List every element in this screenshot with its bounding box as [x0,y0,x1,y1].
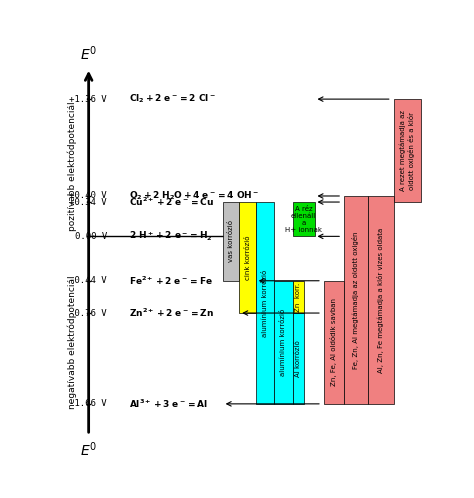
Text: +0.34 V: +0.34 V [69,198,107,207]
Text: +1.36 V: +1.36 V [69,95,107,104]
Text: vas korrózió: vas korrózió [228,221,234,262]
Text: +0.40 V: +0.40 V [69,192,107,201]
Text: 0.00 V: 0.00 V [75,232,107,241]
Bar [368,196,393,404]
Bar [393,99,421,202]
Bar [239,202,256,313]
Bar [292,202,315,237]
Text: $\bf{Cl_2 + 2\ e^- = 2\ Cl^-}$: $\bf{Cl_2 + 2\ e^- = 2\ Cl^-}$ [129,93,216,106]
Text: Al, Zn, Fe megtámadja a klór vizes oldata: Al, Zn, Fe megtámadja a klór vizes oldat… [377,227,384,373]
Text: Al korrózió: Al korrózió [295,340,301,377]
Text: -1.66 V: -1.66 V [69,399,107,408]
Text: alumínium korrózió: alumínium korrózió [280,309,286,376]
Text: -0.44 V: -0.44 V [69,276,107,285]
Text: A rezet megtámadja az
oldott oxigén és a klór: A rezet megtámadja az oldott oxigén és a… [400,110,415,191]
Text: Zn  korr.: Zn korr. [295,282,301,312]
Text: $\bf{2\ H^+ + 2\ e^- = H_2}$: $\bf{2\ H^+ + 2\ e^- = H_2}$ [129,230,213,243]
Text: A réz
ellenáll
a
H+ ionnak: A réz ellenáll a H+ ionnak [285,206,322,233]
Text: alumínium korrózió: alumínium korrózió [262,269,268,337]
Text: $\bf{Zn^{2+} + 2\ e^- = Zn}$: $\bf{Zn^{2+} + 2\ e^- = Zn}$ [129,307,214,319]
Text: cink korrózió: cink korrózió [245,235,251,280]
Bar [274,281,292,404]
Bar [292,281,303,313]
Text: $\bf{O_2 + 2\ H_2O + 4\ e^- = 4\ OH^-}$: $\bf{O_2 + 2\ H_2O + 4\ e^- = 4\ OH^-}$ [129,190,259,202]
Text: pozitívabb elektródpotenciál: pozitívabb elektródpotenciál [67,101,77,231]
Text: Zn, Fe, Al oldódik savban: Zn, Fe, Al oldódik savban [330,298,337,386]
Text: $\bf{Fe^{2+} + 2\ e^- = Fe}$: $\bf{Fe^{2+} + 2\ e^- = Fe}$ [129,274,213,287]
Bar [292,313,303,404]
Text: negatívabb elektródpotenciál: negatívabb elektródpotenciál [67,275,77,409]
Text: -0.76 V: -0.76 V [69,309,107,318]
Text: $\bf{Al^{3+} + 3\ e^- = Al}$: $\bf{Al^{3+} + 3\ e^- = Al}$ [129,398,209,410]
Bar [223,202,239,281]
Text: $E^0$: $E^0$ [80,44,97,63]
Text: $\bf{Cu^{2+} + 2\ e^- = Cu}$: $\bf{Cu^{2+} + 2\ e^- = Cu}$ [129,196,214,208]
Text: Fe, Zn, Al megtámadja az oldott oxigén: Fe, Zn, Al megtámadja az oldott oxigén [352,231,359,369]
Bar [324,281,344,404]
Bar [256,202,274,404]
Text: $E^0$: $E^0$ [80,440,97,459]
Bar [344,196,368,404]
